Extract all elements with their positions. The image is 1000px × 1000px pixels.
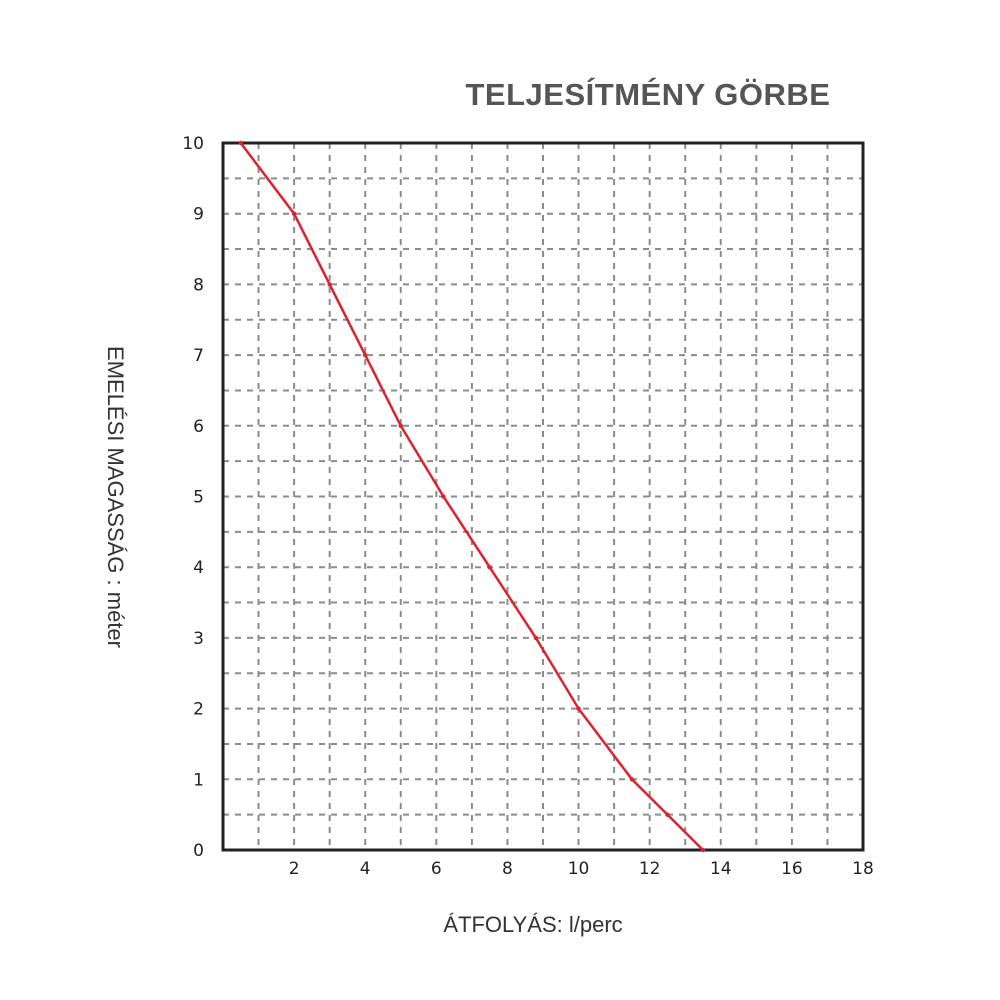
x-axis-ticks: 2 4 6 8 10 12 14 16 18 [289,859,874,879]
x-tick-label: 8 [502,859,513,879]
series-line [239,142,704,851]
data-point [291,211,297,216]
x-tick-label: 12 [639,859,661,879]
x-tick-label: 6 [431,859,442,879]
series-layer [238,140,706,853]
y-tick-label: 1 [193,770,204,790]
data-point [700,847,706,853]
data-point [441,494,446,499]
y-tick-label: 3 [193,629,204,649]
x-tick-label: 2 [289,859,300,879]
y-axis-label: EMELÉSI MAGASSÁG : méter [103,346,128,648]
data-point [363,352,368,358]
data-point [576,706,581,711]
y-tick-label: 5 [193,488,204,508]
x-tick-label: 18 [852,859,874,879]
y-tick-label: 8 [193,275,204,295]
x-axis-label: ÁTFOLYÁS: l/perc [443,912,622,937]
data-point [665,812,670,817]
y-tick-label: 9 [193,205,204,225]
x-tick-label: 10 [568,859,590,879]
data-point [398,423,403,428]
x-tick-label: 16 [781,859,803,879]
y-tick-label: 6 [193,417,204,437]
x-tick-label: 14 [710,859,732,879]
y-tick-label: 2 [193,700,204,720]
chart-title: TELJESÍTMÉNY GÖRBE [466,77,831,112]
data-point [327,282,332,287]
data-point [238,140,243,146]
x-tick-label: 4 [360,859,371,879]
data-point [533,635,539,641]
y-tick-label: 4 [193,558,204,578]
y-tick-label: 0 [193,841,204,861]
data-point [487,565,492,570]
y-axis-ticks: 0 1 2 3 4 5 6 7 8 9 10 [182,134,204,861]
data-point [629,777,635,782]
y-tick-label: 10 [182,134,204,154]
grid [223,143,863,850]
y-tick-label: 7 [193,346,204,366]
plot-frame [221,141,865,852]
